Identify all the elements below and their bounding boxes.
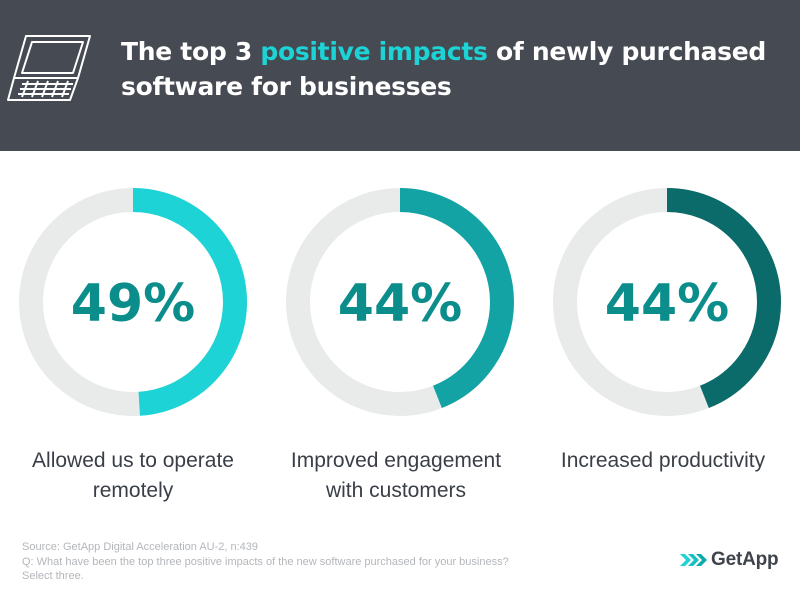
title-highlight: positive impacts — [260, 37, 488, 66]
source-note: Source: GetApp Digital Acceleration AU-2… — [22, 540, 642, 584]
source-line-2: Q: What have been the top three positive… — [22, 555, 509, 568]
donut-arc-3 — [553, 188, 781, 416]
donut-arc-2 — [286, 188, 514, 416]
donut-label-1: Allowed us to operate remotely — [8, 446, 258, 506]
getapp-chevrons-icon — [680, 554, 707, 566]
donut-label-2: Improved engagement with customers — [271, 446, 521, 506]
donut-label-1-line-1: Allowed us to operate — [32, 449, 234, 472]
source-line-1: Source: GetApp Digital Acceleration AU-2… — [22, 541, 259, 553]
logo-text: GetApp — [711, 549, 779, 570]
donut-charts: 49% 44% 44% — [19, 188, 781, 416]
laptop-icon — [7, 35, 91, 101]
donut-label-2-line-2: with customers — [325, 479, 467, 502]
donut-label-3-line-1: Increased productivity — [560, 449, 766, 472]
title-part-2: of newly purchased software for business… — [121, 37, 766, 101]
chart-title: The top 3 positive impacts of newly purc… — [121, 34, 781, 104]
donut-label-1-line-2: remotely — [92, 479, 174, 502]
getapp-logo: GetApp — [680, 549, 779, 571]
donut-label-2-line-1: Improved engagement — [290, 449, 502, 472]
donut-value-1: 49% — [71, 274, 195, 334]
donut-value-3: 44% — [605, 274, 729, 334]
donut-label-3: Increased productivity — [538, 446, 788, 476]
donut-arc-1 — [19, 188, 247, 416]
source-line-3: Select three. — [22, 570, 84, 582]
header-banner: The top 3 positive impacts of newly purc… — [0, 0, 800, 151]
donut-value-2: 44% — [338, 274, 462, 334]
title-part-1: The top 3 — [121, 37, 261, 66]
